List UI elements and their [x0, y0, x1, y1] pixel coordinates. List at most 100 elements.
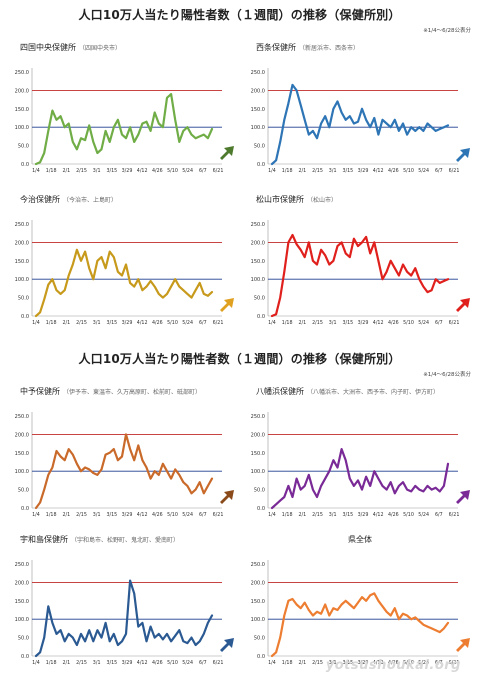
series-line — [34, 92, 214, 166]
y-tick-label: 0.0 — [257, 654, 265, 660]
y-tick-label: 100.0 — [251, 277, 265, 283]
x-tick-label: 4/12 — [373, 660, 384, 666]
y-tick-label: 200.0 — [251, 88, 265, 94]
chart-yawatahama: 八幡浜保健所 （八幡浜市、大洲市、西予市、内子町、伊方町） 0.0 50.0 100.0… — [251, 386, 470, 518]
x-tick-label: 2/15 — [312, 168, 323, 174]
y-tick-label: 50.0 — [254, 144, 265, 150]
y-tick-label: 250.0 — [251, 414, 265, 420]
trend-arrow-icon — [220, 298, 234, 312]
y-tick-label: 150.0 — [15, 451, 29, 457]
y-tick-label: 0.0 — [21, 314, 29, 320]
x-tick-label: 4/26 — [388, 512, 399, 518]
y-tick-label: 200.0 — [15, 432, 29, 438]
trend-arrow-icon — [456, 148, 470, 162]
x-tick-label: 5/24 — [418, 168, 429, 174]
x-tick-label: 2/1 — [298, 660, 306, 666]
x-tick-label: 3/15 — [342, 168, 353, 174]
trend-arrow-icon — [456, 298, 470, 312]
series-line — [270, 83, 450, 166]
chart-uwajima: 宇和島保健所 （宇和島市、松野町、鬼北町、愛南町） 0.0 50.0 100.0 150.… — [15, 534, 234, 666]
x-tick-label: 3/1 — [93, 168, 101, 174]
x-tick-label: 3/29 — [358, 660, 369, 666]
x-tick-label: 1/18 — [46, 320, 57, 326]
x-tick-label: 3/15 — [106, 512, 117, 518]
y-tick-label: 200.0 — [251, 240, 265, 246]
chart-subtitle: （伊予市、東温市、久万高原町、松前町、砥部町） — [63, 388, 201, 396]
chart-subtitle: （四国中央市） — [79, 44, 121, 52]
x-tick-label: 2/15 — [76, 320, 87, 326]
chart-subtitle: （松山市） — [307, 196, 337, 204]
x-tick-label: 5/24 — [182, 320, 193, 326]
trend-arrow-icon — [220, 146, 234, 160]
x-tick-label: 1/18 — [46, 512, 57, 518]
x-tick-label: 6/7 — [435, 512, 443, 518]
series-line — [34, 579, 214, 658]
x-tick-label: 3/1 — [93, 660, 101, 666]
chart-saijo: 西条保健所 （新居浜市、西条市） 0.0 50.0 100.0 150.0 200.0 250… — [251, 42, 470, 174]
chart-title: 西条保健所 （新居浜市、西条市） — [256, 42, 359, 52]
chart-shikokuchuo: 四国中央保健所 （四国中央市） 0.0 50.0 100.0 150.0 200.0 250.… — [15, 42, 234, 174]
arrow-shape — [220, 490, 234, 504]
x-tick-label: 5/10 — [167, 168, 178, 174]
x-tick-label: 1/4 — [32, 660, 40, 666]
section-title-1: 人口10万人当たり陽性者数（１週間）の推移（保健所別） — [78, 8, 401, 22]
x-tick-label: 2/15 — [76, 512, 87, 518]
trend-arrow-icon — [456, 490, 470, 504]
x-tick-label: 1/4 — [268, 660, 276, 666]
x-tick-label: 1/18 — [282, 168, 293, 174]
x-tick-label: 6/21 — [213, 320, 224, 326]
chart-subtitle: （新居浜市、西条市） — [299, 44, 359, 52]
y-tick-label: 200.0 — [15, 240, 29, 246]
x-tick-label: 2/1 — [298, 320, 306, 326]
x-tick-label: 4/12 — [137, 512, 148, 518]
x-tick-label: 5/10 — [403, 512, 414, 518]
series-line — [270, 447, 450, 510]
x-tick-label: 5/24 — [418, 660, 429, 666]
series-line — [34, 433, 214, 510]
x-tick-label: 2/1 — [62, 168, 70, 174]
y-tick-label: 50.0 — [254, 636, 265, 642]
x-tick-label: 6/21 — [449, 512, 460, 518]
x-tick-label: 2/1 — [62, 660, 70, 666]
y-tick-label: 150.0 — [15, 107, 29, 113]
y-tick-label: 250.0 — [15, 562, 29, 568]
date-note-2: ※1/4～6/28公表分 — [423, 372, 471, 378]
x-tick-label: 5/24 — [182, 168, 193, 174]
x-tick-label: 1/18 — [46, 660, 57, 666]
chart-subtitle: （八幡浜市、大洲市、西予市、内子町、伊方町） — [307, 388, 439, 396]
chart-chuyo: 中予保健所 （伊予市、東温市、久万高原町、松前町、砥部町） 0.0 50.0 100.0… — [15, 386, 234, 518]
x-tick-label: 3/29 — [358, 512, 369, 518]
x-tick-label: 5/10 — [403, 660, 414, 666]
y-tick-label: 50.0 — [254, 296, 265, 302]
x-tick-label: 6/7 — [435, 168, 443, 174]
y-tick-label: 150.0 — [251, 451, 265, 457]
x-tick-label: 6/21 — [213, 512, 224, 518]
x-tick-label: 6/7 — [435, 660, 443, 666]
y-tick-label: 0.0 — [257, 506, 265, 512]
x-tick-label: 5/10 — [403, 168, 414, 174]
chart-title-main: 西条保健所 — [256, 42, 296, 52]
x-tick-label: 1/4 — [32, 512, 40, 518]
x-tick-label: 2/1 — [298, 168, 306, 174]
y-tick-label: 200.0 — [15, 88, 29, 94]
x-tick-label: 4/12 — [373, 512, 384, 518]
y-tick-label: 100.0 — [251, 125, 265, 131]
x-tick-label: 6/7 — [199, 660, 207, 666]
chart-title: 県全体 — [348, 534, 372, 544]
chart-title-main: 宇和島保健所 — [20, 534, 68, 544]
x-tick-label: 1/18 — [282, 660, 293, 666]
x-tick-label: 3/15 — [342, 660, 353, 666]
trend-arrow-icon — [220, 490, 234, 504]
arrow-shape — [456, 298, 470, 312]
x-tick-label: 3/1 — [329, 512, 337, 518]
x-tick-label: 2/15 — [312, 320, 323, 326]
chart-subtitle: （今治市、上島町） — [63, 196, 117, 204]
y-tick-label: 150.0 — [251, 599, 265, 605]
x-tick-label: 6/21 — [449, 660, 460, 666]
x-tick-label: 6/7 — [199, 512, 207, 518]
x-tick-label: 6/7 — [199, 320, 207, 326]
x-tick-label: 1/4 — [268, 512, 276, 518]
x-tick-label: 5/10 — [167, 660, 178, 666]
x-tick-label: 3/15 — [342, 512, 353, 518]
x-tick-label: 3/29 — [122, 168, 133, 174]
